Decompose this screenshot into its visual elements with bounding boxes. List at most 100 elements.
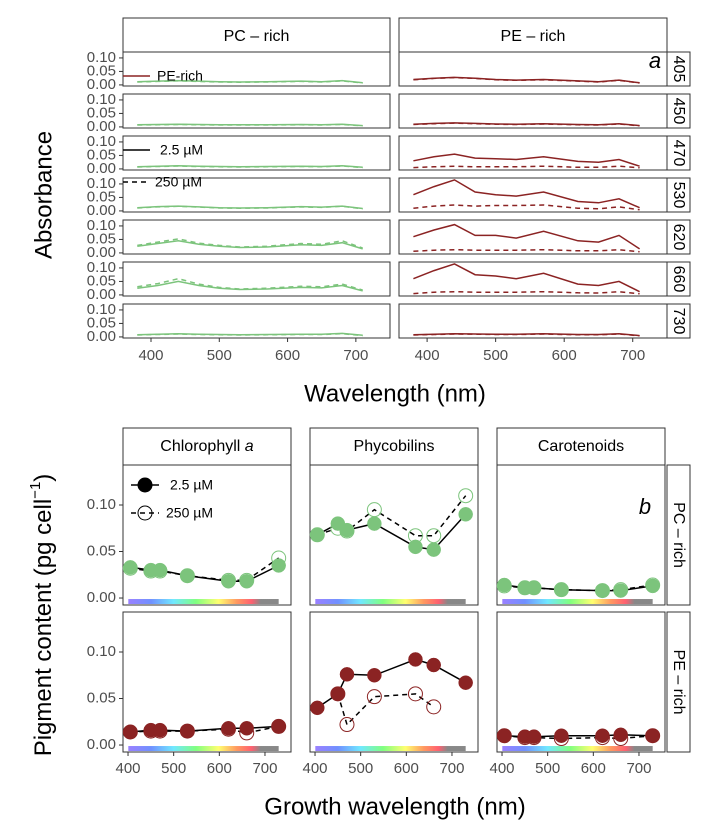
x-tick-label: 700 [343, 347, 368, 364]
row-label: 470 [670, 140, 687, 167]
pigment-point [645, 728, 660, 743]
pigment-point [497, 728, 512, 743]
y-tick-label: 0.05 [87, 314, 116, 331]
pigment-point [239, 721, 254, 736]
pigment-point [367, 516, 382, 531]
spectrum-line [137, 238, 363, 249]
y-tick-label: 0.10 [87, 643, 116, 660]
legend-label: 250 µM [155, 174, 202, 190]
strip [666, 177, 691, 213]
spectrum-bar [502, 599, 653, 605]
x-tick-label: 700 [252, 760, 277, 777]
spectrum-line [137, 165, 363, 169]
pigment-line [337, 693, 435, 727]
panel [398, 261, 668, 297]
strip [666, 135, 691, 171]
spectrum-bar [502, 746, 653, 752]
legend-label: 250 µM [166, 505, 213, 521]
pigment-point [152, 722, 168, 738]
pigment-point [271, 719, 286, 734]
spectrum-line [413, 179, 640, 209]
pigment-point [426, 699, 442, 715]
spectrum-line [413, 333, 640, 337]
pigment-point [526, 729, 542, 744]
panel [398, 303, 668, 339]
x-tick-label: 700 [620, 347, 645, 364]
pigment-point [123, 724, 138, 740]
column-label: PE – rich [501, 28, 566, 45]
x-tick-label: 500 [207, 347, 232, 364]
pigment-point [458, 488, 474, 504]
column-label-part: Carotenoids [538, 438, 624, 455]
spectrum-line [137, 332, 363, 337]
row-label: 405 [670, 56, 687, 83]
strip [666, 464, 691, 606]
x-tick-label: 700 [439, 760, 464, 777]
x-tick-label: 600 [207, 760, 232, 777]
x-tick-label: 600 [552, 347, 577, 364]
pigment-point [645, 578, 660, 594]
y-tick-label: 0.05 [87, 230, 116, 247]
pigment-point [180, 568, 195, 583]
x-axis-title: Wavelength (nm) [304, 380, 486, 407]
spectrum-line [137, 205, 363, 210]
x-tick-label: 600 [275, 347, 300, 364]
pigment-point [595, 728, 610, 743]
x-tick-label: 400 [490, 760, 515, 777]
column-label: Chlorophyll a [160, 438, 253, 455]
row-label: 660 [670, 266, 687, 293]
strip [122, 17, 391, 53]
panel [496, 611, 666, 753]
pigment-point [310, 700, 325, 716]
y-tick-label: 0.10 [87, 301, 116, 318]
pigment-point [595, 583, 610, 598]
spectrum-bar [128, 599, 279, 605]
y-tick-label: 0.05 [87, 62, 116, 79]
spectrum-line [413, 248, 640, 253]
x-tick-label: 500 [348, 760, 373, 777]
pigment-point [613, 583, 628, 598]
pigment-point [497, 577, 512, 593]
y-axis-title-part: −1 [27, 482, 44, 499]
y-tick-label: 0.05 [87, 542, 116, 559]
column-label-part: Phycobilins [354, 438, 435, 455]
x-tick-label: 400 [303, 760, 328, 777]
y-tick-label: 0.00 [87, 736, 116, 753]
spectrum-line [413, 263, 640, 293]
spectrum-line [413, 223, 641, 250]
y-axis-title: Pigment content (pg cell−1) [27, 474, 57, 757]
pigment-point [366, 689, 382, 705]
x-tick-label: 600 [581, 760, 606, 777]
y-tick-label: 0.10 [87, 91, 116, 108]
pigment-point [271, 558, 286, 573]
y-tick-label: 0.00 [87, 202, 116, 219]
y-tick-label: 0.10 [87, 175, 116, 192]
y-tick-label: 0.10 [87, 259, 116, 276]
row-label: PE – rich [670, 650, 687, 715]
pigment-point [426, 657, 441, 673]
strip [666, 611, 691, 753]
y-axis-title-part: ) [30, 474, 57, 482]
pigment-point [613, 727, 628, 743]
spectrum-line [137, 123, 363, 127]
pigment-point [458, 675, 473, 690]
pigment-point [123, 560, 138, 575]
pigment-point [221, 721, 236, 736]
y-axis-title: Absorbance [30, 131, 57, 259]
x-tick-label: 700 [626, 760, 651, 777]
y-tick-label: 0.05 [87, 689, 116, 706]
strip [666, 51, 691, 87]
y-tick-label: 0.10 [87, 217, 116, 234]
pigment-point [458, 507, 473, 522]
y-tick-label: 0.00 [87, 589, 116, 606]
y-tick-label: 0.00 [87, 118, 116, 135]
panel [122, 219, 391, 255]
column-label-part: a [245, 438, 254, 455]
spectrum-bar [128, 746, 279, 752]
legend-label: 2.5 µM [160, 142, 203, 158]
legend-key [137, 477, 153, 493]
panel-label: b [639, 494, 651, 519]
panel [398, 135, 668, 171]
column-label: Carotenoids [538, 438, 624, 455]
